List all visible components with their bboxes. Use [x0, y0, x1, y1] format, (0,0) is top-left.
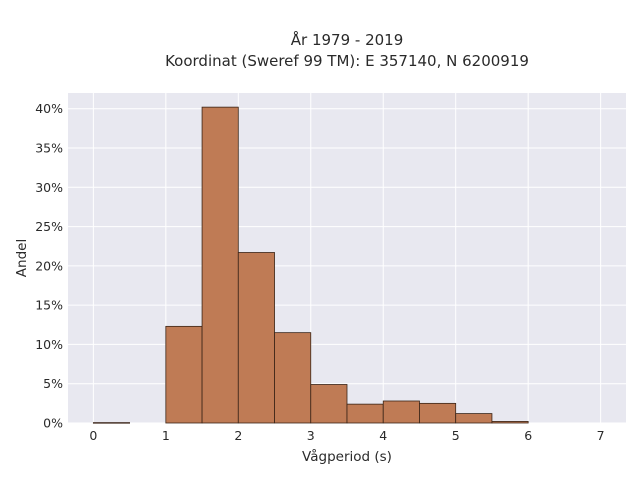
- y-tick-label: 0%: [43, 416, 63, 431]
- histogram-bar: [92, 422, 130, 424]
- histogram-bar: [201, 106, 239, 424]
- y-tick-label: 10%: [35, 337, 63, 352]
- y-tick-labels: 0% 5% 10% 15% 20% 25% 30% 35% 40%: [35, 101, 63, 430]
- x-axis-label: Vågperiod (s): [302, 448, 392, 465]
- y-tick-label: 35%: [35, 141, 63, 156]
- histogram-bars: [92, 106, 529, 424]
- histogram-bar: [346, 403, 384, 424]
- x-tick-label: 4: [379, 428, 387, 443]
- x-tick-label: 5: [452, 428, 460, 443]
- x-tick-label: 7: [597, 428, 605, 443]
- x-tick-labels: 0 1 2 3 4 5 6 7: [89, 428, 604, 443]
- y-tick-label: 25%: [35, 219, 63, 234]
- x-tick-label: 1: [162, 428, 170, 443]
- chart-title-line-1: År 1979 - 2019: [291, 30, 404, 49]
- histogram-bar: [455, 413, 493, 424]
- histogram-bar: [382, 400, 420, 424]
- plot-area: [68, 93, 626, 423]
- y-tick-label: 15%: [35, 298, 63, 313]
- histogram-bar: [310, 384, 348, 424]
- histogram-bar: [274, 332, 312, 424]
- histogram-bar: [419, 402, 457, 424]
- y-tick-label: 40%: [35, 101, 63, 116]
- x-tick-label: 2: [234, 428, 242, 443]
- y-tick-label: 20%: [35, 258, 63, 273]
- y-gridlines: [68, 108, 626, 424]
- y-tick-label: 5%: [43, 376, 63, 391]
- chart-title-line-2: Koordinat (Sweref 99 TM): E 357140, N 62…: [165, 52, 529, 70]
- histogram-bar: [491, 421, 529, 424]
- histogram-bar: [237, 252, 275, 424]
- histogram-bar: [165, 325, 203, 424]
- y-axis-label: Andel: [14, 239, 30, 277]
- y-tick-label: 30%: [35, 180, 63, 195]
- x-tick-label: 0: [89, 428, 97, 443]
- x-tick-label: 3: [307, 428, 315, 443]
- x-tick-label: 6: [524, 428, 532, 443]
